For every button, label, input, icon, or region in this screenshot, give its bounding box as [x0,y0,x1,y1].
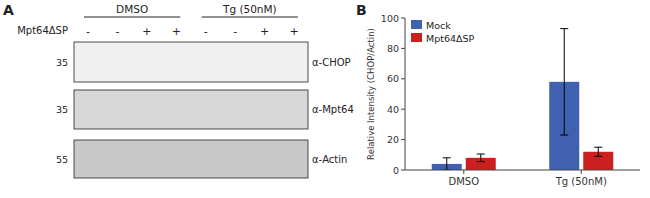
group-label: Tg (50nM) [222,3,277,15]
error-bars [443,29,603,170]
y-tick-label: 20 [387,134,399,145]
error-cap [560,135,568,136]
error-bar [560,29,568,135]
blot-label: α-Actin [312,154,347,165]
error-bar [443,158,451,170]
y-tick-label: 80 [387,43,399,54]
mw-marker: 55 [56,154,68,165]
y-tick [401,18,405,19]
bars [432,82,614,170]
mw-marker: 35 [56,104,68,115]
y-tick-label: 40 [387,104,399,115]
y-tick [401,78,405,79]
legend-swatch [411,20,422,29]
error-bar [594,147,602,156]
treatment-sign: + [142,25,151,38]
mw-marker: 35 [56,57,68,68]
x-axis-line [405,170,640,171]
group-label: DMSO [116,3,148,15]
x-tick [581,170,582,174]
error-cap [594,156,602,157]
y-tick-label: 0 [393,165,399,176]
panel-a: A DMSO Tg (50nM) Mpt64ΔSP - - + + - - + +35 α-CHOP 35… [3,2,354,178]
error-stem [446,158,447,170]
treatment-sign: + [172,25,181,38]
y-axis-label: Relative Intensity (CHOP/Actin) [366,28,376,160]
legend-label: Mpt64ΔSP [426,33,475,44]
blot-box [74,42,308,82]
error-stem [598,147,599,156]
row-label: Mpt64ΔSP [17,25,68,36]
legend-swatch [411,33,422,42]
treatment-sign: - [86,25,90,38]
x-tick-label: DMSO [448,176,479,187]
legend: Mock Mpt64ΔSP [411,20,475,44]
x-tick-label: Tg (50nM) [555,176,607,187]
y-tick-label: 100 [381,13,399,24]
error-cap [443,157,451,158]
treatment-sign: - [204,25,208,38]
error-cap [477,161,485,162]
blot-box [74,140,308,178]
error-stem [480,154,481,162]
treatment-sign: + [289,25,298,38]
blot-label: α-Mpt64 [312,104,354,115]
blot-label: α-CHOP [312,57,351,68]
group-overline [202,17,298,18]
error-cap [560,28,568,29]
blot-box [74,90,308,129]
panel-label: A [3,2,14,18]
y-tick [401,109,405,110]
y-tick [401,48,405,49]
y-tick [401,170,405,171]
figure: A DMSO Tg (50nM) Mpt64ΔSP - - + + - - + +35 α-CHOP 35… [0,0,650,198]
treatment-sign: + [260,25,269,38]
error-stem [564,29,565,135]
y-tick [401,139,405,140]
legend-label: Mock [426,20,451,31]
y-axis-line [405,18,406,170]
y-tick-label: 60 [387,73,399,84]
panel-b: B 0 20 40 60 80 100 Relative Intensity (CHOP/Ac… [356,2,640,187]
x-tick [463,170,464,174]
error-cap [477,154,485,155]
treatment-sign: - [233,25,237,38]
error-bar [477,154,485,162]
treatment-sign: - [115,25,119,38]
group-overline [84,17,180,18]
error-cap [594,147,602,148]
panel-label: B [356,2,367,18]
